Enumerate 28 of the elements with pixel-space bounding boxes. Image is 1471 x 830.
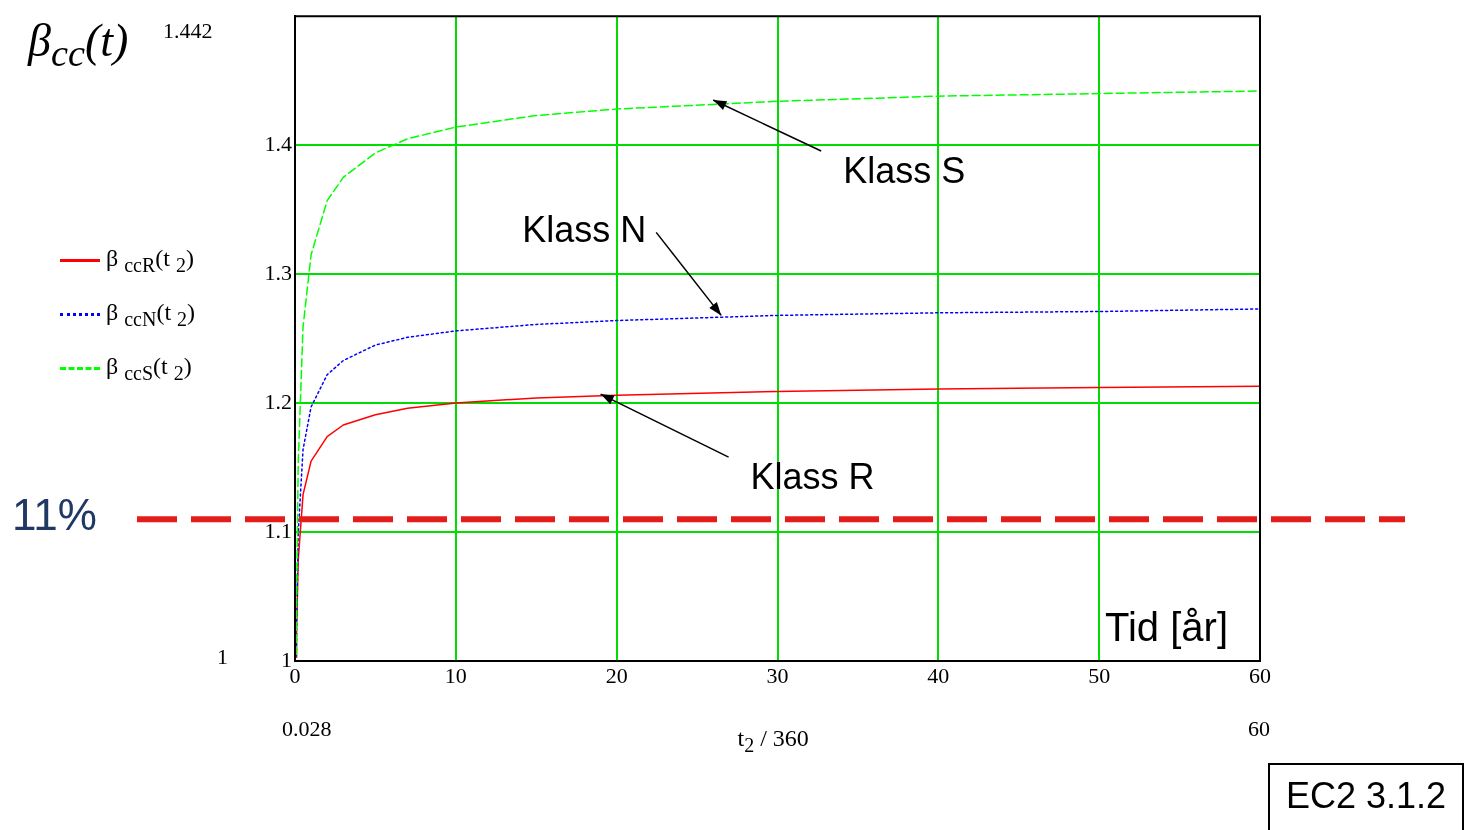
annotation: Klass N: [522, 209, 647, 251]
y-tick-label: 1.3: [264, 259, 292, 285]
x-tick-label: 40: [927, 662, 950, 688]
y-tick-label: 1.2: [264, 388, 292, 414]
text: 0.028: [282, 716, 332, 742]
x-tick-label: 20: [605, 662, 628, 688]
x-tick-label: 10: [444, 662, 467, 688]
line-series: [295, 308, 1260, 657]
x-tick-label: 30: [766, 662, 789, 688]
y-tick-label: 1.1: [264, 517, 292, 543]
text: 1: [217, 644, 228, 670]
y-axis-title: β$_{cc}$(t): [28, 14, 129, 76]
legend-label: β $_{ccS}$(t $_{2}$): [106, 352, 192, 385]
text: 60: [1248, 716, 1270, 742]
annotation: Klass S: [843, 149, 966, 191]
line-series: [295, 90, 1260, 656]
y-tick-label: 1.4: [264, 130, 292, 156]
legend-label: β $_{ccN}$(t $_{2}$): [106, 298, 196, 331]
text: EC2 3.1.2: [1268, 763, 1465, 830]
x-axis-title: t$_{2}$ / 360: [737, 725, 809, 757]
y-tick-label: 1: [281, 646, 292, 672]
legend-label: β $_{ccR}$(t $_{2}$): [106, 245, 194, 277]
x-tick-label: 60: [1249, 662, 1271, 688]
annotation: Tid [år]: [1105, 605, 1228, 650]
text: 1.442: [163, 18, 213, 44]
x-tick-label: 50: [1088, 662, 1111, 688]
text: 11%: [12, 490, 97, 540]
x-tick-label: 0: [289, 662, 301, 688]
